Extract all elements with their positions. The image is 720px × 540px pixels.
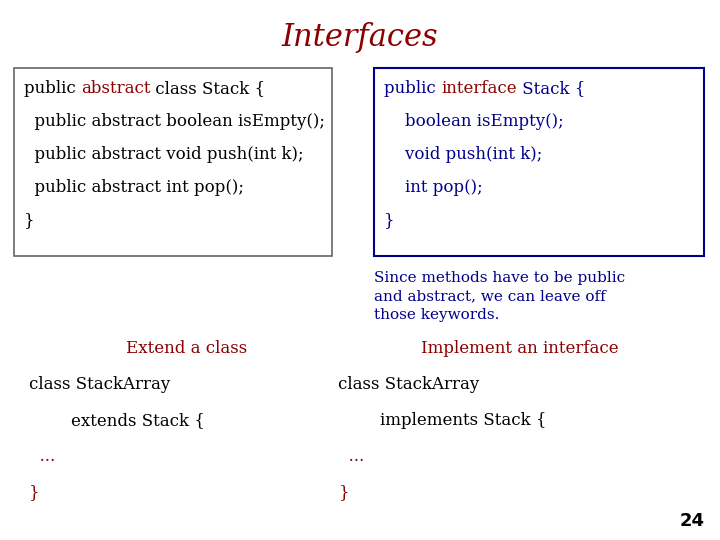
Text: extends Stack {: extends Stack { [29, 412, 204, 429]
Text: public abstract boolean isEmpty();: public abstract boolean isEmpty(); [24, 113, 325, 130]
Text: }: } [24, 212, 35, 229]
Text: Stack {: Stack { [517, 80, 585, 97]
Text: ...: ... [29, 448, 55, 465]
Text: class StackArray: class StackArray [29, 376, 170, 393]
Text: }: } [29, 484, 40, 501]
Text: 24: 24 [680, 512, 705, 530]
Text: public: public [24, 80, 81, 97]
Text: }: } [338, 484, 349, 501]
Text: Interfaces: Interfaces [282, 22, 438, 53]
Text: public abstract void push(int k);: public abstract void push(int k); [24, 146, 304, 163]
Text: Since methods have to be public
and abstract, we can leave off
those keywords.: Since methods have to be public and abst… [374, 271, 625, 322]
Text: void push(int k);: void push(int k); [384, 146, 542, 163]
Text: class StackArray: class StackArray [338, 376, 480, 393]
Text: ...: ... [338, 448, 364, 465]
Bar [14, 68, 332, 256]
Bar [374, 68, 704, 256]
Text: int pop();: int pop(); [384, 179, 482, 196]
Text: class Stack {: class Stack { [150, 80, 266, 97]
Text: abstract: abstract [81, 80, 150, 97]
Text: implements Stack {: implements Stack { [338, 412, 547, 429]
Text: public abstract int pop();: public abstract int pop(); [24, 179, 244, 196]
Text: public: public [384, 80, 441, 97]
Text: }: } [384, 212, 395, 229]
Text: boolean isEmpty();: boolean isEmpty(); [384, 113, 564, 130]
Text: interface: interface [441, 80, 517, 97]
Text: Extend a class: Extend a class [126, 340, 247, 357]
Text: Implement an interface: Implement an interface [421, 340, 618, 357]
